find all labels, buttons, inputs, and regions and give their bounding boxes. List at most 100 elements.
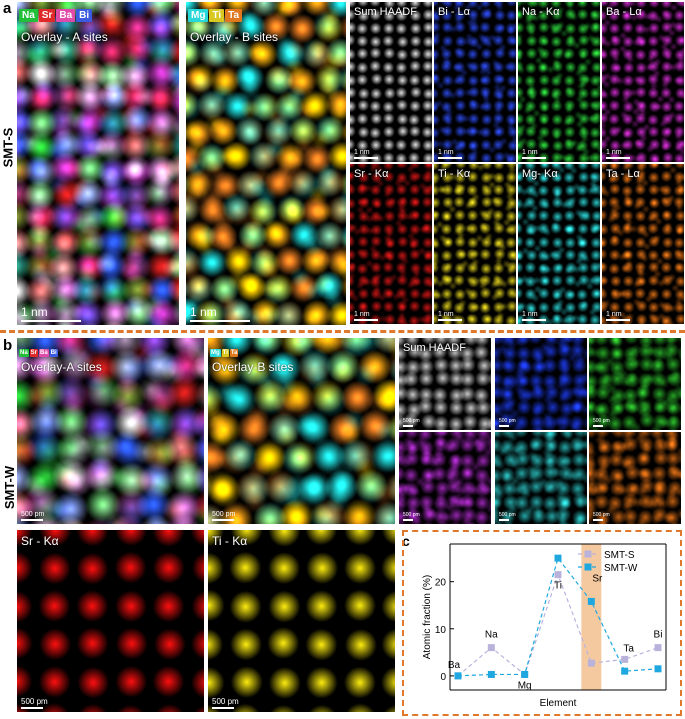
eds-map-image: [350, 2, 432, 162]
legend-label-smt-w: SMT-W: [604, 563, 638, 574]
scale-bar: 1 nm: [354, 311, 378, 321]
eds-map-label: Bi - Lα: [438, 6, 471, 18]
eds-map-label: Ta - Lα: [606, 168, 640, 180]
legend-b-sites: Mg Ti Ta: [188, 5, 243, 23]
row-label-smt-w: SMT-W: [2, 465, 18, 510]
eds-map-image: [518, 164, 600, 324]
eds-map-label: Na - Kα: [522, 6, 560, 18]
legend-marker: [584, 563, 592, 571]
legend-chip-sr: Sr: [29, 349, 39, 357]
data-point-smt-s: [487, 644, 495, 652]
overlay-a-sites-smt-s: Na Sr Ba Bi Overlay - A sites 1 nm: [17, 2, 179, 325]
x-axis-label: Element: [540, 698, 577, 709]
overlay-a-label: Overlay-A sites: [21, 360, 102, 374]
scale-bar: 500 pm: [21, 697, 48, 709]
legend-a-sites: Na Sr Ba Bi: [19, 5, 93, 23]
overlay-a-label: Overlay - A sites: [21, 30, 108, 44]
eds-map-image: [350, 164, 432, 324]
eds-map-tile: Ba - Lα 1 nm: [602, 2, 684, 162]
overlay-a-image: [17, 2, 179, 325]
legend-b-sites: Mg Ti Ta: [210, 341, 239, 359]
row-label-smt-s: SMT-S: [0, 127, 16, 168]
eds-map-tile: Sr - Kα 1 nm: [350, 164, 432, 324]
eds-map-label: Ba - Lα: [606, 6, 642, 18]
overlay-b-image: [208, 338, 395, 524]
data-point-smt-w: [454, 672, 462, 680]
eds-map-tile: 500 pm: [589, 432, 681, 524]
eds-map-tile: Ti - Kα 500 pm: [208, 530, 395, 712]
eds-map-tile: Sr - Kα 500 pm: [17, 530, 204, 712]
overlay-b-label: Overlay - B sites: [190, 30, 279, 44]
eds-map-tile: Sum HAADF 1 nm: [350, 2, 432, 162]
scale-bar: 1 nm: [438, 311, 462, 321]
legend-chip-na: Na: [19, 9, 38, 22]
eds-map-tile: 500 pm: [589, 338, 681, 430]
y-axis-label: Atomic fraction (%): [422, 575, 433, 659]
legend-chip-sr: Sr: [38, 9, 56, 22]
point-label-ta: Ta: [623, 643, 634, 654]
eds-map-label: Mg- Kα: [522, 168, 558, 180]
y-tick-label: 0: [440, 672, 446, 683]
eds-map-tile: 500 pm: [495, 338, 587, 430]
legend-chip-ba: Ba: [39, 349, 49, 357]
legend-chip-na: Na: [19, 349, 29, 357]
legend-chip-ba: Ba: [56, 9, 76, 22]
scale-bar: 500 pm: [21, 511, 44, 521]
eds-map-label: Sr - Kα: [354, 168, 389, 180]
point-label-ba: Ba: [448, 660, 461, 671]
eds-map-tile: Mg- Kα 1 nm: [518, 164, 600, 324]
scale-bar: 1 nm: [190, 305, 250, 322]
eds-map-tile: 500 pm: [399, 432, 491, 524]
point-label-ti: Ti: [554, 581, 562, 592]
y-tick-label: 10: [435, 625, 447, 636]
scale-bar: 500 pm: [499, 418, 516, 427]
highlight-band: [581, 544, 602, 690]
data-point-smt-w: [487, 670, 495, 678]
eds-map-image: [602, 2, 684, 162]
overlay-b-label: Overlay-B sites: [212, 360, 294, 374]
panel-letter-a: a: [3, 0, 12, 17]
eds-map-image: [589, 432, 681, 524]
legend-chip-ti: Ti: [221, 349, 229, 357]
data-point-smt-s: [654, 644, 662, 652]
data-point-smt-w: [521, 670, 529, 678]
point-label-bi: Bi: [654, 630, 663, 641]
eds-map-label: Sr - Kα: [21, 534, 59, 548]
panel-letter-b: b: [3, 337, 13, 354]
y-tick-label: 20: [435, 578, 447, 589]
eds-map-image: [208, 530, 395, 712]
overlay-b-image: [186, 2, 346, 325]
legend-a-sites: Na Sr Ba Bi: [19, 341, 59, 359]
data-point-smt-w: [554, 554, 562, 562]
overlay-a-sites-smt-w: Na Sr Ba Bi Overlay-A sites 500 pm: [17, 338, 204, 524]
data-point-smt-s: [554, 571, 562, 579]
data-point-smt-w: [621, 667, 629, 675]
data-point-smt-w: [654, 665, 662, 673]
scale-bar: 1 nm: [606, 311, 630, 321]
legend-chip-bi: Bi: [49, 349, 58, 357]
point-label-na: Na: [485, 630, 498, 641]
eds-map-image: [589, 338, 681, 430]
legend-label-smt-s: SMT-S: [604, 550, 635, 561]
eds-map-label: Sum HAADF: [403, 342, 466, 354]
eds-map-label: Ti - Kα: [438, 168, 471, 180]
section-divider: [0, 330, 685, 333]
data-point-smt-w: [587, 597, 595, 605]
scale-bar: 1 nm: [21, 305, 81, 322]
eds-map-image: [495, 338, 587, 430]
overlay-b-sites-smt-w: Mg Ti Ta Overlay-B sites 500 pm: [208, 338, 395, 524]
eds-map-tile: Sum HAADF 500 pm: [399, 338, 491, 430]
eds-map-tile: 500 pm: [495, 432, 587, 524]
scale-bar: 1 nm: [438, 149, 462, 159]
legend-chip-ta: Ta: [229, 349, 239, 357]
eds-map-image: [399, 338, 491, 430]
eds-map-image: [434, 164, 516, 324]
scale-bar: 1 nm: [522, 311, 546, 321]
legend-chip-ti: Ti: [209, 9, 225, 22]
panel-letter-c: c: [404, 533, 410, 549]
eds-map-image: [17, 530, 204, 712]
scale-bar: 500 pm: [499, 512, 516, 521]
scale-bar: 500 pm: [212, 697, 239, 709]
chart-panel-c: c 0 10 20 Atomic fraction (%) Element Ba Na Mg Ti…: [402, 530, 682, 716]
